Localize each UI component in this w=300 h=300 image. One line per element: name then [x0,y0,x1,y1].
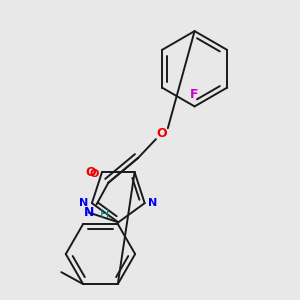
Text: N: N [83,206,94,219]
Text: O: O [157,127,167,140]
Text: H: H [100,208,109,221]
Text: N: N [148,198,157,208]
Text: O: O [85,166,96,179]
Text: N: N [80,198,88,208]
Text: O: O [89,169,99,179]
Text: F: F [190,88,199,101]
